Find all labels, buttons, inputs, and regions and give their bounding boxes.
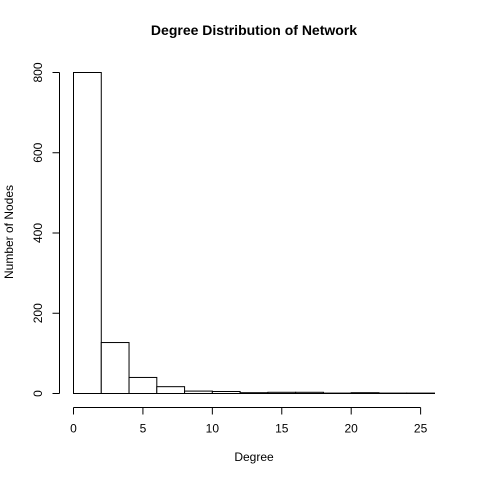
histogram-bar bbox=[350, 392, 380, 395]
y-tick-label: 400 bbox=[31, 223, 45, 243]
y-axis-label: Number of Nodes bbox=[2, 185, 16, 279]
histogram-bar bbox=[211, 390, 241, 394]
y-tick-label: 600 bbox=[31, 142, 45, 162]
histogram-bar bbox=[156, 386, 186, 394]
x-tick-label: 25 bbox=[414, 422, 428, 436]
chart-title: Degree Distribution of Network bbox=[151, 22, 357, 38]
histogram-bar bbox=[184, 390, 213, 394]
histogram-bar bbox=[267, 391, 297, 395]
x-tick-label: 20 bbox=[345, 422, 359, 436]
histogram-bar bbox=[100, 342, 130, 395]
x-tick-label: 5 bbox=[140, 422, 147, 436]
x-axis: 0 5 10 15 20 25 bbox=[70, 407, 428, 436]
histogram-bar bbox=[73, 72, 102, 394]
x-tick-label: 10 bbox=[206, 422, 220, 436]
bars-group bbox=[73, 72, 436, 395]
y-tick-label: 800 bbox=[31, 62, 45, 82]
y-tick-label: 200 bbox=[31, 303, 45, 323]
x-tick-label: 0 bbox=[70, 422, 77, 436]
y-axis: 0 200 400 600 800 bbox=[31, 62, 60, 397]
histogram-bar bbox=[239, 392, 269, 395]
x-tick-label: 15 bbox=[275, 422, 289, 436]
histogram-bar bbox=[128, 376, 158, 395]
x-axis-label: Degree bbox=[234, 450, 274, 464]
histogram-bar bbox=[295, 391, 324, 395]
y-tick-label: 0 bbox=[31, 390, 45, 397]
